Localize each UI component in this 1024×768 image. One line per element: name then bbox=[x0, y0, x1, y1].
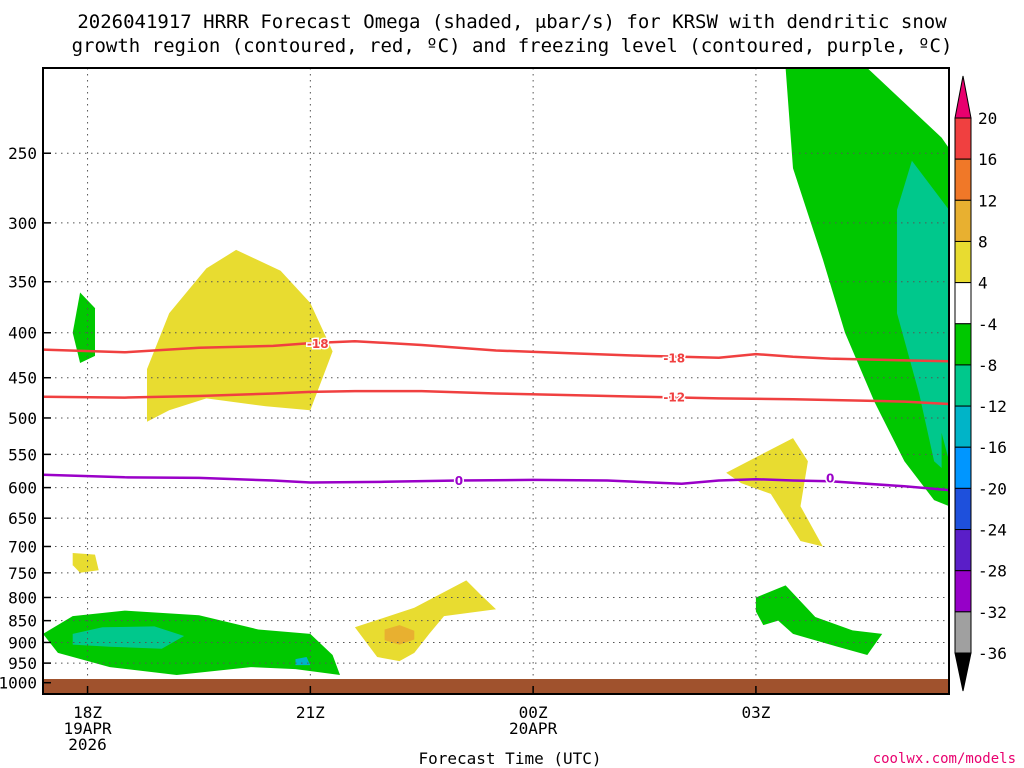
y-tick-label-550: 550 bbox=[8, 445, 37, 464]
colorbar-label-10: -24 bbox=[978, 521, 1007, 540]
x-tick-label-3-0: 03Z bbox=[741, 703, 770, 722]
colorbar-segment-8 bbox=[954, 405, 972, 448]
credit-watermark: coolwx.com/models bbox=[873, 751, 1016, 767]
colorbar-label-4: 4 bbox=[978, 274, 988, 293]
y-tick-label-500: 500 bbox=[8, 409, 37, 428]
omega-shading-layer bbox=[43, 68, 949, 675]
colorbar-segment-9 bbox=[954, 446, 972, 489]
y-axis-ticks: 250 300 350 400 450 500 550 600 650 700 750 800 850 9… bbox=[0, 144, 51, 693]
contour-label-3: -12 bbox=[663, 391, 685, 405]
colorbar-segment-13 bbox=[954, 611, 972, 654]
colorbar-segment-10 bbox=[954, 487, 972, 531]
colorbar-segment-12 bbox=[954, 570, 972, 613]
x-tick-label-0-0: 18Z bbox=[73, 703, 102, 722]
omega-region-9 bbox=[295, 657, 311, 666]
colorbar-bottom-arrow bbox=[954, 652, 972, 692]
y-tick-label-800: 800 bbox=[8, 588, 37, 607]
colorbar-label-5: -4 bbox=[978, 315, 997, 334]
y-tick-label-950: 950 bbox=[8, 654, 37, 673]
omega-region-6 bbox=[72, 292, 95, 363]
colorbar-label-3: 8 bbox=[978, 232, 988, 251]
x-tick-label-1-0: 21Z bbox=[296, 703, 325, 722]
omega-region-11 bbox=[897, 160, 949, 475]
colorbar-label-9: -20 bbox=[978, 479, 1007, 498]
y-tick-label-850: 850 bbox=[8, 612, 37, 631]
chart-title-line-2: growth region (contoured, red, ºC) and f… bbox=[72, 35, 953, 57]
y-tick-label-250: 250 bbox=[8, 144, 37, 163]
contour-label-5: 0 bbox=[826, 472, 834, 486]
chart-title-line-1: 2026041917 HRRR Forecast Omega (shaded, … bbox=[77, 11, 947, 33]
ground-surface bbox=[43, 679, 949, 694]
colorbar-segment-4 bbox=[954, 240, 972, 284]
y-tick-label-400: 400 bbox=[8, 324, 37, 343]
colorbar: 20 16 12 8 4 -4 -8 -12 -16 -20 -24 -28 -32 -36 bbox=[954, 75, 1007, 692]
x-tick-label-2-1: 20APR bbox=[509, 719, 558, 738]
colorbar-label-8: -16 bbox=[978, 438, 1007, 457]
colorbar-label-1: 16 bbox=[978, 150, 997, 169]
y-tick-label-300: 300 bbox=[8, 214, 37, 233]
y-tick-label-600: 600 bbox=[8, 479, 37, 498]
y-tick-label-650: 650 bbox=[8, 509, 37, 528]
colorbar-segment-3 bbox=[954, 199, 972, 242]
contour-line-2 bbox=[43, 473, 949, 492]
colorbar-segment-11 bbox=[954, 529, 972, 572]
colorbar-label-13: -36 bbox=[978, 644, 1007, 663]
omega-region-0 bbox=[147, 249, 333, 422]
y-tick-label-700: 700 bbox=[8, 537, 37, 556]
colorbar-segment-5 bbox=[954, 282, 972, 325]
contour-label-0: -18 bbox=[307, 337, 329, 351]
colorbar-segment-6 bbox=[954, 323, 972, 366]
x-tick-label-2-0: 00Z bbox=[519, 703, 548, 722]
y-tick-label-750: 750 bbox=[8, 564, 37, 583]
omega-region-4 bbox=[726, 438, 823, 547]
omega-region-7 bbox=[43, 610, 340, 675]
plot-frame bbox=[42, 67, 950, 695]
omega-region-1 bbox=[72, 553, 99, 573]
y-tick-label-900: 900 bbox=[8, 633, 37, 652]
x-tick-label-0-2: 2026 bbox=[68, 735, 107, 754]
colorbar-label-2: 12 bbox=[978, 191, 997, 210]
y-tick-label-450: 450 bbox=[8, 369, 37, 388]
colorbar-segment-1 bbox=[954, 117, 972, 160]
contour-label-1: -18 bbox=[663, 352, 685, 366]
colorbar-top-arrow bbox=[954, 75, 972, 119]
colorbar-segment-7 bbox=[954, 364, 972, 407]
contour-line-1 bbox=[43, 389, 949, 406]
colorbar-label-6: -8 bbox=[978, 356, 997, 375]
colorbar-label-0: 20 bbox=[978, 109, 997, 128]
x-axis-label: Forecast Time (UTC) bbox=[418, 749, 601, 768]
omega-region-3 bbox=[384, 625, 415, 645]
colorbar-label-12: -32 bbox=[978, 603, 1007, 622]
colorbar-label-11: -28 bbox=[978, 562, 1007, 581]
x-tick-label-0-1: 19APR bbox=[63, 719, 112, 738]
y-tick-label-350: 350 bbox=[8, 273, 37, 292]
colorbar-segment-2 bbox=[954, 158, 972, 201]
omega-region-15 bbox=[755, 585, 883, 655]
colorbar-label-7: -12 bbox=[978, 397, 1007, 416]
omega-region-8 bbox=[72, 626, 185, 649]
contour-label-4: 0 bbox=[455, 474, 463, 488]
omega-region-16 bbox=[941, 432, 949, 491]
contour-line-0 bbox=[43, 339, 949, 363]
y-tick-label-1000: 1000 bbox=[0, 674, 37, 693]
